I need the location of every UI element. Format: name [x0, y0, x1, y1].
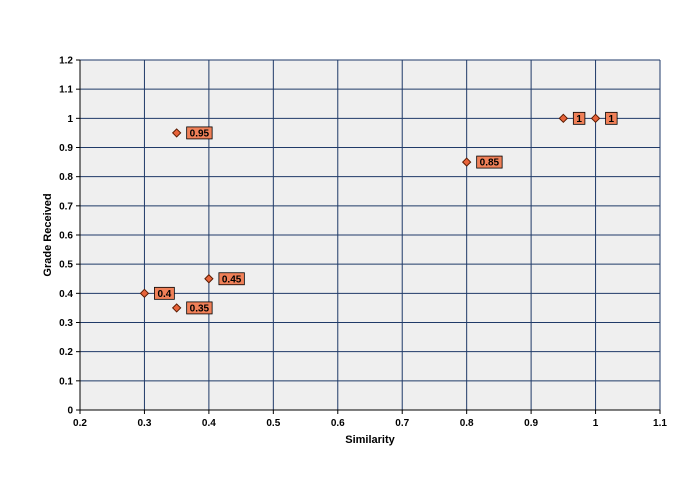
y-tick-label: 1.1	[59, 85, 73, 96]
data-label: 0.45	[218, 272, 245, 286]
y-tick-label: 0.1	[59, 376, 73, 387]
data-label-box	[476, 155, 503, 169]
x-tick-label: 0.5	[266, 418, 280, 429]
data-label: 0.4	[154, 286, 175, 300]
data-label-box	[154, 286, 175, 300]
data-label-text: 0.45	[222, 274, 242, 285]
data-point-marker	[139, 288, 150, 299]
x-axis-title: Similarity	[345, 434, 395, 446]
y-tick-label: 0	[67, 406, 73, 417]
data-label-text: 1	[576, 114, 582, 125]
data-point-marker	[204, 274, 214, 284]
x-tick-label: 1	[593, 418, 599, 429]
y-tick-label: 1.2	[59, 56, 73, 67]
data-point-marker	[171, 303, 182, 313]
x-tick-label: 0.4	[202, 418, 216, 429]
data-label-text: 0.4	[157, 289, 171, 300]
y-tick-label: 0.7	[59, 201, 73, 212]
data-label: 0.35	[186, 301, 213, 315]
data-label-box	[186, 126, 213, 140]
y-tick-labels: 0 0.1 0.2 0.3 0.4 0.5 0.6 0.7 0.8 0.9 1 1.1 1.2	[59, 56, 80, 417]
data-label: 0.95	[186, 126, 213, 140]
data-label-text: 0.95	[190, 128, 210, 139]
data-point-marker	[590, 113, 601, 124]
data-points: 0.95 0.85 1 1 0.45 0.4 0.35	[139, 111, 618, 315]
data-label-box	[186, 301, 213, 315]
x-tick-label: 0.3	[137, 418, 151, 429]
data-label-box	[218, 272, 245, 286]
y-tick-label: 0.4	[59, 289, 73, 300]
data-point-marker	[461, 157, 472, 167]
y-tick-label: 0.6	[59, 231, 73, 242]
y-axis-title: Grade Received	[42, 193, 54, 276]
y-tick-label: 0.3	[59, 318, 73, 329]
data-point-marker	[558, 113, 569, 124]
x-tick-label: 0.9	[524, 418, 538, 429]
data-point-marker	[171, 128, 182, 138]
data-label: 1	[605, 111, 618, 125]
x-tick-label: 0.6	[331, 418, 345, 429]
data-label-text: 0.35	[190, 303, 210, 314]
x-tick-label: 0.8	[460, 418, 474, 429]
data-label-box	[572, 111, 586, 125]
x-tick-label: 0.2	[73, 418, 87, 429]
y-tick-label: 0.9	[59, 143, 73, 154]
x-tick-labels: 0.2 0.3 0.4 0.5 0.6 0.7 0.8 0.9 1 1.1	[73, 410, 667, 429]
y-tick-label: 0.8	[59, 172, 73, 183]
data-label-box	[605, 111, 618, 125]
data-label: 0.85	[476, 155, 503, 169]
x-tick-label: 0.7	[395, 418, 409, 429]
y-tick-label: 0.2	[59, 347, 73, 358]
data-label: 1	[572, 111, 586, 125]
y-tick-label: 1	[67, 114, 73, 125]
data-label-text: 0.85	[480, 158, 500, 169]
data-label-text: 1	[609, 114, 615, 125]
y-tick-label: 0.5	[59, 260, 73, 271]
x-tick-label: 1.1	[653, 418, 667, 429]
